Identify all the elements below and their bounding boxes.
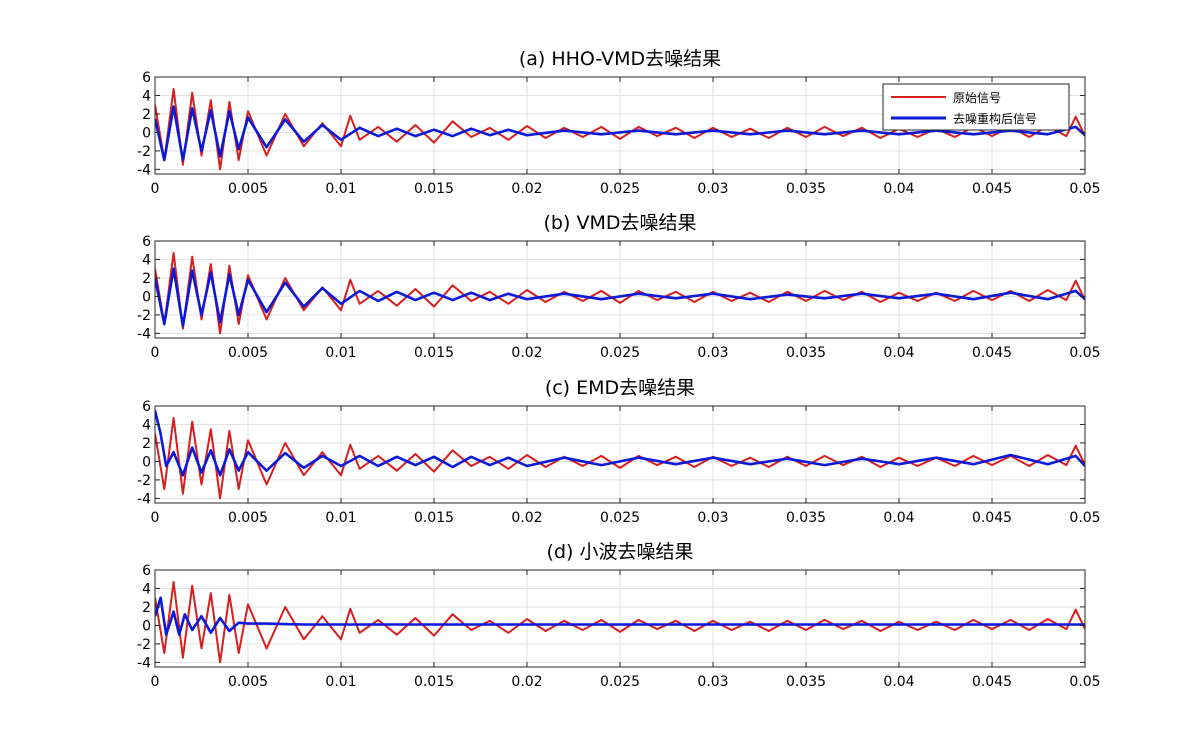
x-tick-label: 0.01 (325, 181, 356, 197)
x-tick-label: 0.035 (786, 674, 826, 690)
y-tick-label: -4 (137, 655, 151, 671)
y-tick-label: -4 (137, 491, 151, 507)
x-tick-label: 0.035 (786, 510, 826, 526)
y-tick-label: 0 (142, 289, 151, 305)
y-tick-label: 2 (142, 600, 151, 616)
panel-title: (b) VMD去噪结果 (544, 212, 697, 234)
y-tick-label: 6 (142, 399, 151, 415)
x-tick-label: 0.04 (883, 674, 914, 690)
y-tick-label: -4 (137, 162, 151, 178)
y-tick-label: 4 (142, 581, 151, 597)
series-line-denoised (155, 410, 1085, 477)
y-tick-label: 2 (142, 107, 151, 123)
series-line-denoised (155, 105, 1085, 162)
x-tick-label: 0.045 (972, 510, 1012, 526)
x-tick-label: 0.03 (697, 674, 728, 690)
x-tick-label: 0.045 (972, 674, 1012, 690)
x-tick-label: 0.05 (1069, 345, 1100, 361)
x-tick-label: 0.015 (414, 345, 454, 361)
panel-title: (a) HHO-VMD去噪结果 (519, 48, 721, 70)
x-tick-label: 0.005 (228, 345, 268, 361)
x-tick-label: 0.005 (228, 674, 268, 690)
y-tick-label: 4 (142, 252, 151, 268)
x-tick-label: 0.025 (600, 181, 640, 197)
x-tick-label: 0.035 (786, 345, 826, 361)
x-tick-label: 0.025 (600, 345, 640, 361)
y-tick-label: -2 (137, 473, 151, 489)
x-tick-label: 0.04 (883, 345, 914, 361)
y-tick-label: 0 (142, 125, 151, 141)
x-tick-label: 0.05 (1069, 181, 1100, 197)
x-tick-label: 0.025 (600, 510, 640, 526)
x-tick-label: 0 (151, 181, 160, 197)
y-tick-label: -2 (137, 637, 151, 653)
x-tick-label: 0.04 (883, 510, 914, 526)
x-tick-label: 0.03 (697, 510, 728, 526)
x-tick-label: 0.005 (228, 510, 268, 526)
x-tick-label: 0.025 (600, 674, 640, 690)
legend-box (882, 83, 1070, 131)
series-line-denoised (155, 596, 1085, 636)
x-tick-label: 0.045 (972, 181, 1012, 197)
y-tick-label: 6 (142, 70, 151, 86)
y-tick-label: 0 (142, 454, 151, 470)
x-tick-label: 0.015 (414, 510, 454, 526)
panel-title: (c) EMD去噪结果 (545, 377, 695, 399)
series-line-denoised (155, 267, 1085, 328)
x-tick-label: 0.04 (883, 181, 914, 197)
panel-title: (d) 小波去噪结果 (547, 541, 694, 563)
x-tick-label: 0 (151, 674, 160, 690)
y-tick-label: 4 (142, 88, 151, 104)
y-tick-label: 2 (142, 271, 151, 287)
x-tick-label: 0.02 (511, 510, 542, 526)
x-tick-label: 0 (151, 345, 160, 361)
y-tick-label: -2 (137, 308, 151, 324)
x-tick-label: 0.02 (511, 181, 542, 197)
chart-panel-1: 0 0.005 0.01 0.015 0.02 0.025 0.03 0.035 0.04 0.0… (137, 212, 1101, 361)
x-tick-label: 0.02 (511, 345, 542, 361)
x-tick-label: 0.05 (1069, 674, 1100, 690)
x-tick-label: 0.05 (1069, 510, 1100, 526)
y-tick-label: 6 (142, 234, 151, 250)
series-line-original (155, 417, 1085, 500)
x-tick-label: 0.015 (414, 674, 454, 690)
x-tick-label: 0.015 (414, 181, 454, 197)
x-tick-label: 0.01 (325, 674, 356, 690)
y-tick-label: 6 (142, 563, 151, 579)
x-tick-label: 0.01 (325, 345, 356, 361)
x-tick-label: 0.03 (697, 181, 728, 197)
x-tick-label: 0.035 (786, 181, 826, 197)
x-tick-label: 0.01 (325, 510, 356, 526)
y-tick-label: 0 (142, 618, 151, 634)
x-tick-label: 0 (151, 510, 160, 526)
y-tick-label: 4 (142, 417, 151, 433)
y-tick-label: 2 (142, 436, 151, 452)
legend-label: 去噪重构后信号 (953, 111, 1037, 126)
legend-label: 原始信号 (953, 91, 1001, 105)
x-tick-label: 0.045 (972, 345, 1012, 361)
x-tick-label: 0.02 (511, 674, 542, 690)
chart-panel-3: 0 0.005 0.01 0.015 0.02 0.025 0.03 0.035 0.04 0.0… (137, 541, 1101, 690)
chart-panel-2: 0 0.005 0.01 0.015 0.02 0.025 0.03 0.035 0.04 0.0… (137, 377, 1101, 526)
y-tick-label: -2 (137, 144, 151, 160)
x-tick-label: 0.03 (697, 345, 728, 361)
y-tick-label: -4 (137, 326, 151, 342)
x-tick-label: 0.005 (228, 181, 268, 197)
